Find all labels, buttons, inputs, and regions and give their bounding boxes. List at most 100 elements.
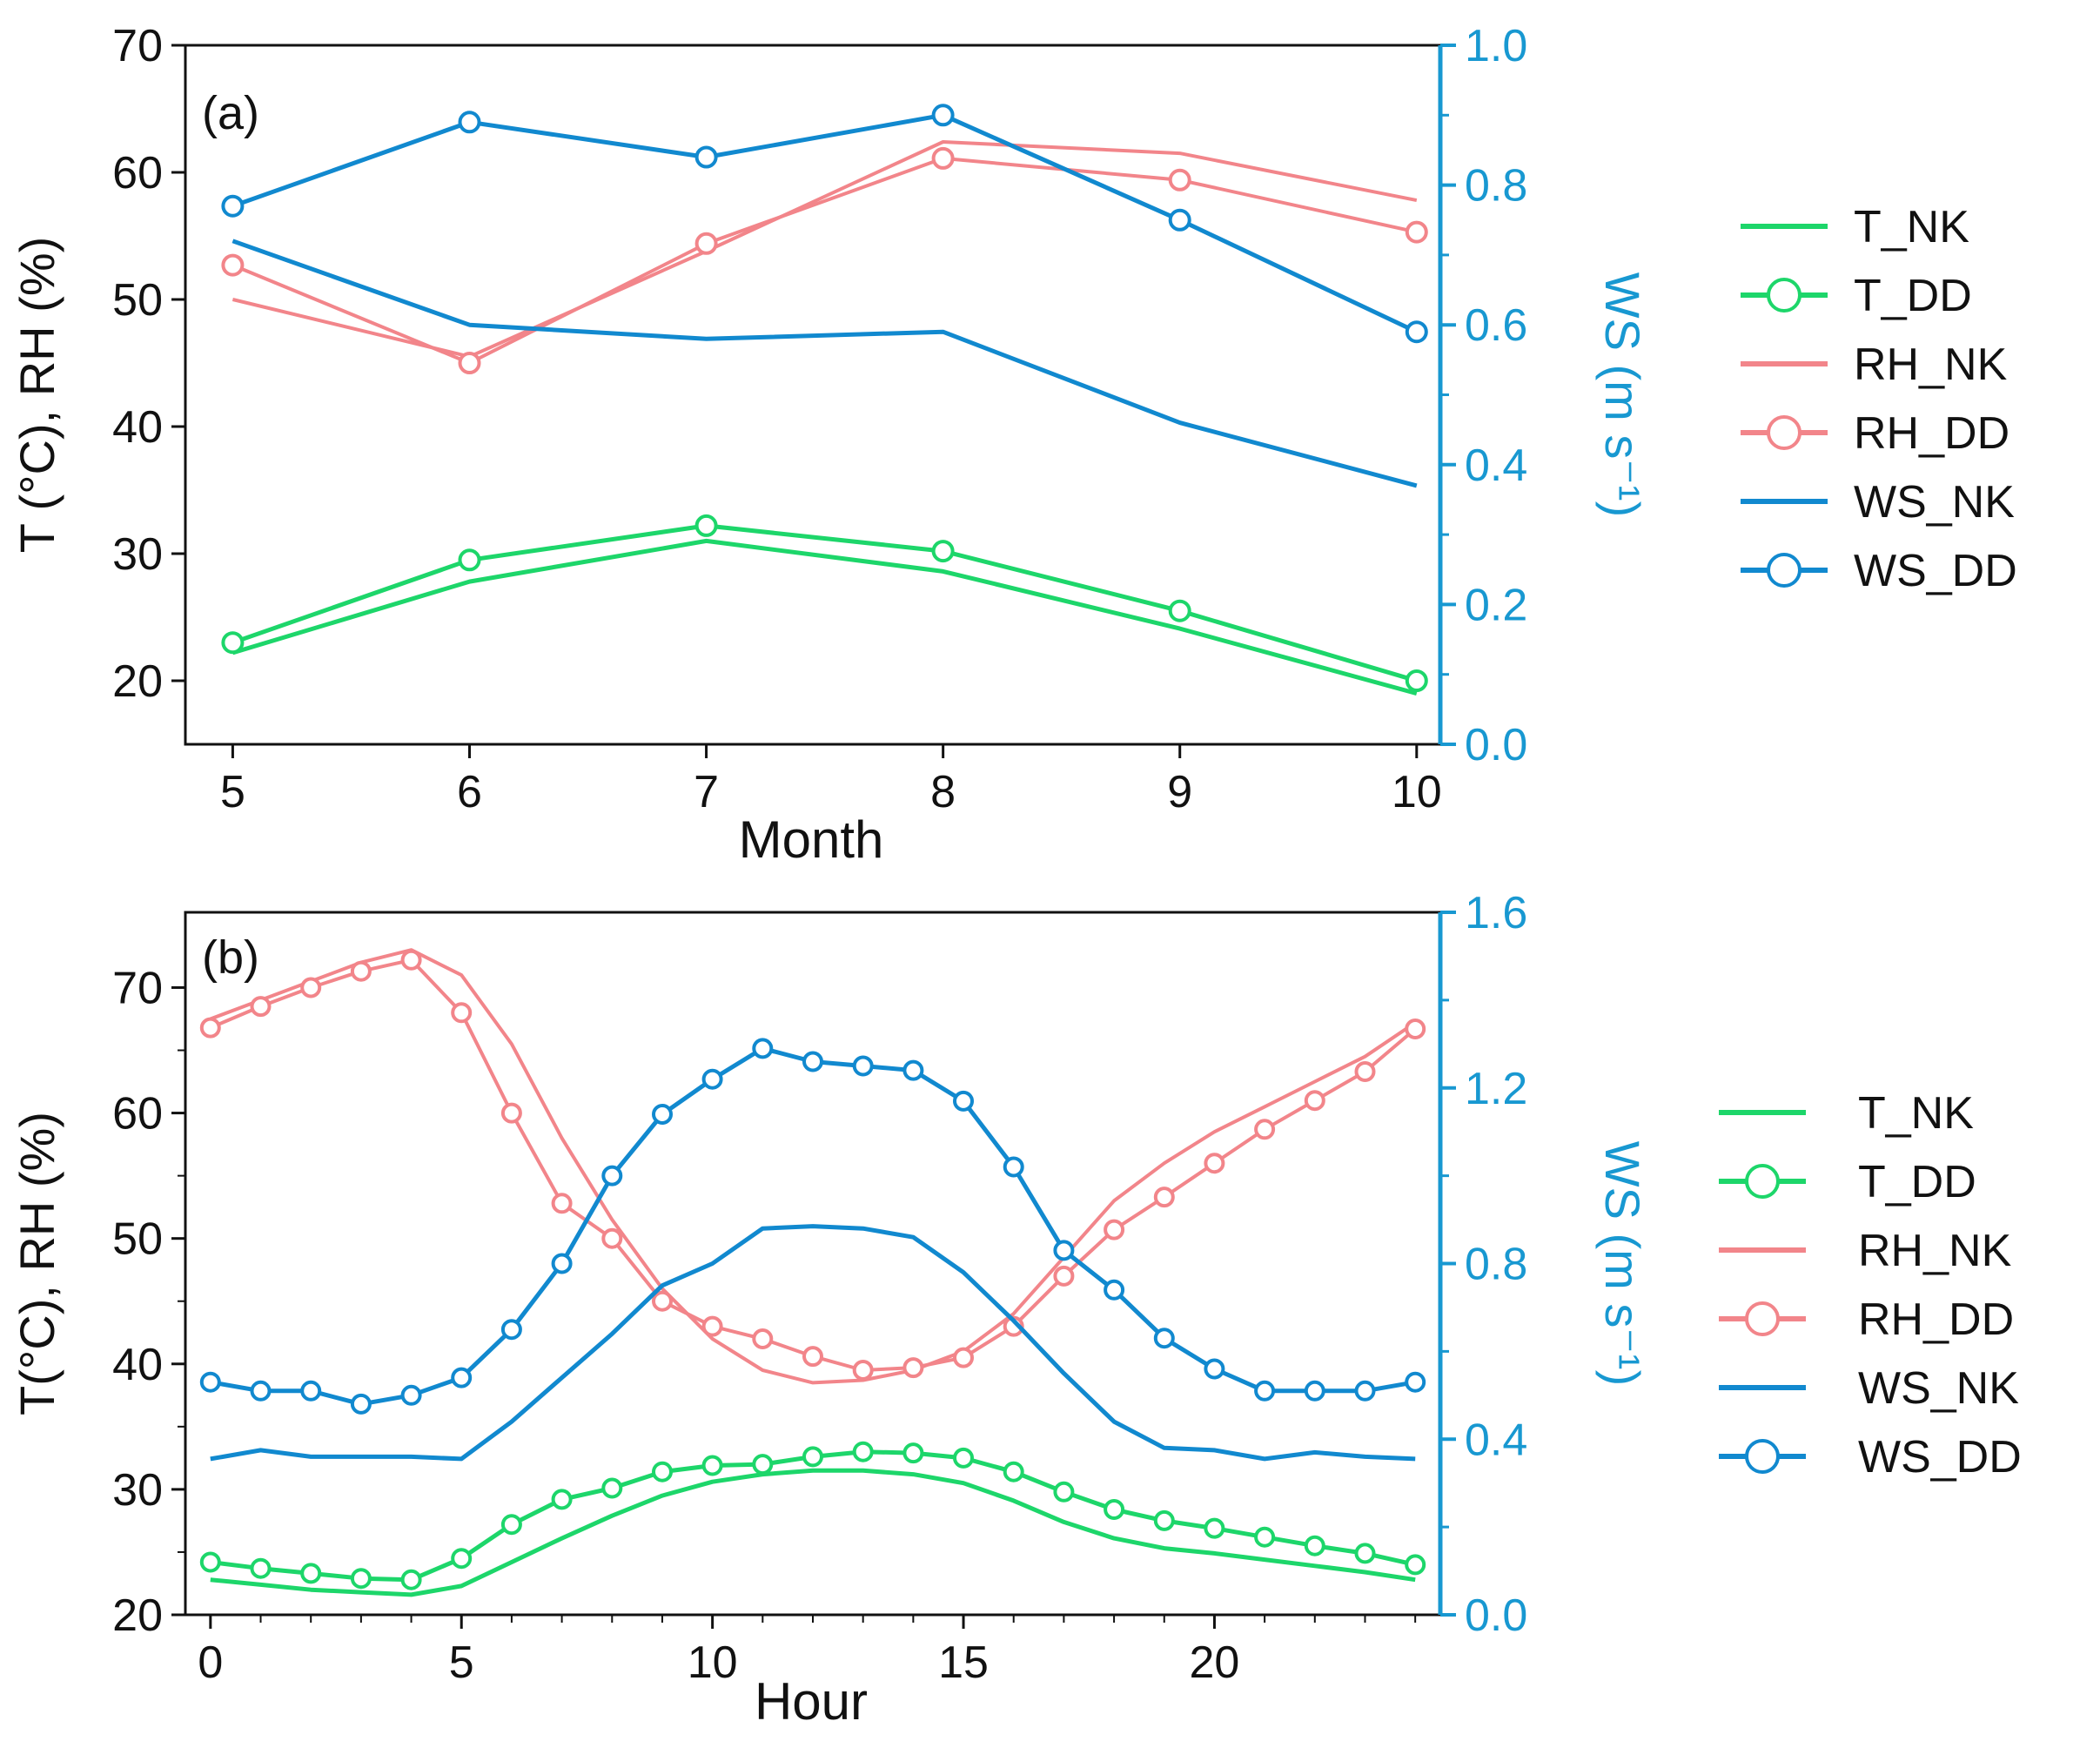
marker-b-t-dd-0	[199, 1551, 221, 1573]
y-left-tick-label-a-30: 30	[112, 529, 163, 580]
marker-b-ws-dd-11	[752, 1038, 774, 1059]
marker-b-rh-dd-21	[1254, 1119, 1276, 1140]
marker-b-t-dd-6	[500, 1514, 522, 1536]
marker-b-ws-dd-4	[400, 1384, 422, 1406]
plot-frame-b	[184, 911, 1442, 1617]
left-axis-title-a: T (°C), RH (%)	[10, 237, 64, 554]
marker-b-rh-dd-9	[652, 1290, 673, 1312]
x-tick-label-b-5: 5	[449, 1637, 474, 1688]
y-left-tick-label-b-70: 70	[112, 963, 163, 1013]
marker-b-ws-dd-5	[451, 1367, 473, 1388]
x-axis-b: 0 5 10 15 20	[198, 1615, 1417, 1688]
marker-b-t-dd-4	[400, 1569, 422, 1590]
marker-b-ws-dd-21	[1254, 1380, 1276, 1402]
marker-a-rh-dd-2	[694, 232, 718, 255]
marker-b-t-dd-13	[852, 1441, 874, 1462]
marker-a-ws-dd-3	[931, 104, 955, 127]
legend-label-a-t-nk: T_NK	[1854, 202, 1969, 252]
y-left-tick-label-b-60: 60	[112, 1089, 163, 1140]
marker-b-rh-dd-1	[250, 996, 272, 1018]
marker-b-ws-dd-24	[1405, 1371, 1426, 1393]
marker-b-t-dd-2	[300, 1563, 322, 1584]
series-line-b-ws-nk	[210, 1224, 1416, 1462]
marker-b-t-dd-1	[250, 1557, 272, 1579]
x-tick-label-a-5: 5	[220, 767, 245, 817]
x-tick-label-b-15: 15	[938, 1637, 989, 1688]
series-line-b-rh-dd	[210, 958, 1417, 1372]
y-right-tick-label-b-0: 0.0	[1465, 1590, 1527, 1641]
marker-b-ws-dd-10	[701, 1068, 723, 1090]
marker-a-rh-dd-3	[931, 146, 955, 170]
y-left-tick-label-b-50: 50	[112, 1214, 163, 1265]
x-axis-title-b: Hour	[755, 1672, 868, 1731]
y-right-tick-label-b-4: 1.6	[1465, 888, 1527, 938]
x-tick-label-a-8: 8	[930, 767, 956, 817]
legend-label-a-ws-dd: WS_DD	[1854, 546, 2017, 596]
x-axis-a: 5 6 7 8 9 10	[220, 744, 1442, 817]
marker-b-rh-dd-0	[199, 1017, 221, 1039]
marker-b-rh-dd-16	[1003, 1315, 1024, 1337]
marker-b-ws-dd-19	[1153, 1328, 1175, 1349]
y-right-tick-label-a-2: 0.4	[1465, 440, 1527, 491]
marker-b-rh-dd-19	[1153, 1187, 1175, 1208]
series-line-a-rh-dd	[231, 156, 1418, 365]
marker-b-t-dd-14	[902, 1442, 924, 1464]
marker-b-rh-dd-22	[1304, 1090, 1325, 1112]
marker-a-rh-dd-4	[1168, 168, 1191, 192]
marker-b-rh-dd-12	[802, 1346, 823, 1368]
x-axis-title-a: Month	[739, 810, 884, 869]
marker-b-ws-dd-18	[1104, 1279, 1125, 1301]
marker-b-ws-dd-9	[652, 1104, 673, 1125]
y-right-tick-label-b-1: 0.4	[1465, 1415, 1527, 1465]
y-left-tick-label-a-20: 20	[112, 656, 163, 707]
marker-b-ws-dd-14	[902, 1059, 924, 1081]
marker-b-t-dd-5	[451, 1548, 473, 1570]
legend-label-a-rh-dd: RH_DD	[1854, 408, 2009, 459]
marker-b-t-dd-24	[1405, 1554, 1426, 1576]
legend-a: T_NK T_DD RH_NK RH_DD WS_NK WS_DD	[1741, 202, 2017, 596]
marker-b-rh-dd-8	[601, 1227, 623, 1249]
panel-label-b: (b)	[202, 931, 259, 984]
marker-a-t-dd-3	[931, 540, 955, 563]
marker-b-rh-dd-15	[953, 1347, 974, 1368]
series-layer-b	[199, 948, 1426, 1597]
y-left-tick-label-a-50: 50	[112, 275, 163, 326]
marker-b-rh-dd-23	[1354, 1061, 1376, 1082]
series-line-a-ws-dd	[231, 112, 1418, 334]
legend-label-a-ws-nk: WS_NK	[1854, 477, 2015, 528]
marker-b-ws-dd-17	[1053, 1240, 1075, 1261]
marker-b-ws-dd-15	[953, 1090, 974, 1112]
marker-b-rh-dd-13	[852, 1360, 874, 1381]
series-line-a-t-dd	[231, 523, 1418, 683]
marker-b-t-dd-3	[350, 1568, 372, 1590]
legend-label-b-t-dd: T_DD	[1858, 1157, 1976, 1207]
marker-b-rh-dd-18	[1104, 1219, 1125, 1240]
marker-b-rh-dd-2	[300, 977, 322, 998]
legend-label-b-rh-nk: RH_NK	[1858, 1226, 2012, 1276]
marker-b-rh-dd-17	[1053, 1265, 1075, 1287]
marker-b-ws-dd-22	[1304, 1380, 1325, 1402]
marker-b-rh-dd-4	[400, 949, 422, 971]
marker-b-t-dd-18	[1104, 1499, 1125, 1520]
x-tick-label-a-7: 7	[694, 767, 719, 817]
marker-a-ws-dd-0	[221, 194, 245, 218]
series-line-b-t-nk	[210, 1468, 1416, 1597]
marker-b-ws-dd-12	[802, 1051, 823, 1072]
marker-b-t-dd-20	[1204, 1517, 1225, 1539]
left-axis-title-b: T(°C), RH (%)	[10, 1112, 64, 1415]
x-tick-label-a-10: 10	[1392, 767, 1442, 817]
marker-a-t-dd-5	[1405, 669, 1428, 692]
marker-b-ws-dd-6	[500, 1319, 522, 1341]
legend-marker-a-t-dd	[1767, 278, 1801, 313]
y-right-tick-label-b-2: 0.8	[1465, 1240, 1527, 1290]
left-axis-a: 20 30 40 50 60 70	[112, 21, 185, 707]
marker-b-ws-dd-13	[852, 1055, 874, 1077]
marker-a-ws-dd-5	[1405, 320, 1428, 344]
right-axis-a: 0.0 0.2 0.4 0.6 0.8 1.0	[1440, 21, 1527, 770]
left-axis-b: 20 30 40 50 60 70	[112, 963, 185, 1641]
marker-b-t-dd-7	[551, 1489, 573, 1510]
legend-marker-b-ws-dd	[1745, 1439, 1780, 1474]
series-layer-a	[221, 104, 1428, 696]
marker-b-rh-dd-11	[752, 1328, 774, 1349]
marker-b-rh-dd-7	[551, 1193, 573, 1214]
